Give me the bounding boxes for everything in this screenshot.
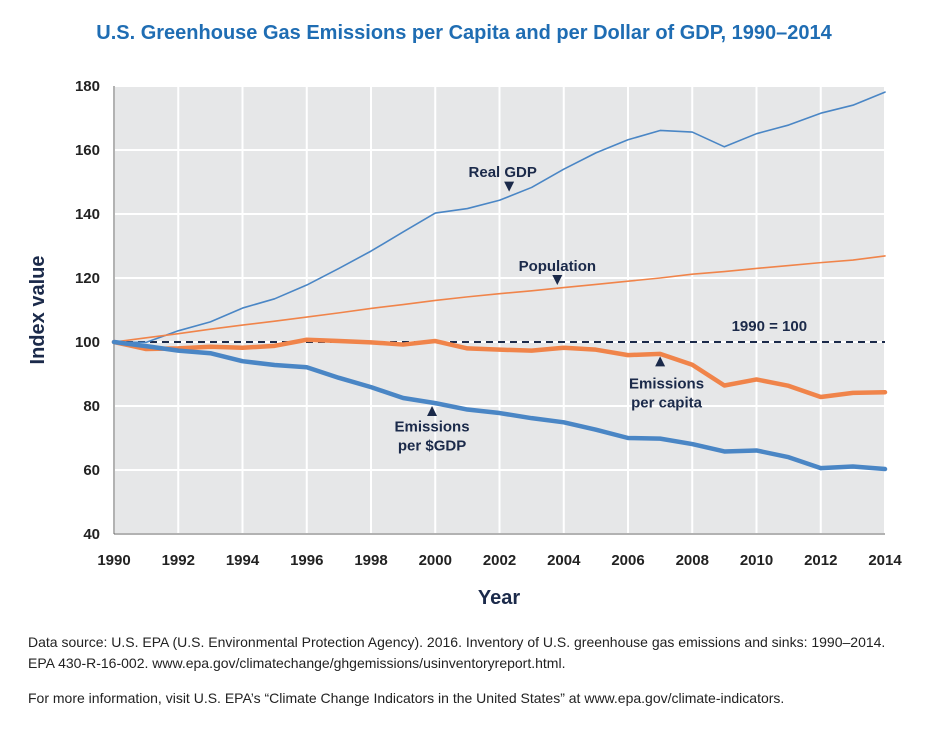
x-tick-label: 2006 xyxy=(611,552,644,569)
y-tick-label: 180 xyxy=(75,78,100,95)
line-chart: 40 60 80 100 120 140 160 180 1990 1992 1994 1996 199… xyxy=(27,78,902,609)
x-tick-label: 1996 xyxy=(290,552,323,569)
more-info-note: For more information, visit U.S. EPA’s “… xyxy=(28,690,785,706)
x-tick-label: 2008 xyxy=(676,552,709,569)
x-tick-label: 2014 xyxy=(868,552,902,569)
annotation-arrow-icon xyxy=(504,181,515,192)
y-tick-label: 120 xyxy=(75,270,100,287)
annotation-arrow-icon xyxy=(427,406,438,416)
x-tick-label: 2004 xyxy=(547,552,581,569)
chart-title: U.S. Greenhouse Gas Emissions per Capita… xyxy=(96,22,832,44)
series-line-population xyxy=(113,255,886,343)
y-tick-label: 80 xyxy=(83,398,100,415)
annotation-arrow-icon xyxy=(655,356,666,367)
x-tick-label: 2012 xyxy=(804,552,837,569)
annotations: Real GDP Population Emissions per capita Emi… xyxy=(395,164,808,454)
series-lines xyxy=(111,91,888,472)
annotation-label: Real GDP xyxy=(469,164,537,181)
x-axis-title: Year xyxy=(478,587,520,609)
annotation-label: Population xyxy=(519,258,597,275)
y-tick-label: 100 xyxy=(75,334,100,351)
annotation-label: Emissions xyxy=(629,375,704,392)
x-tick-label: 2002 xyxy=(483,552,516,569)
x-tick-label: 2000 xyxy=(419,552,452,569)
x-tick-label: 1992 xyxy=(162,552,195,569)
annotation-arrow-icon xyxy=(552,275,563,286)
annotation-label: per $GDP xyxy=(398,438,466,455)
y-tick-label: 160 xyxy=(75,142,100,159)
series-line-emissions-per-capita xyxy=(111,337,888,400)
series-line-emissions-per-gdp xyxy=(111,339,888,472)
y-tick-label: 140 xyxy=(75,206,100,223)
x-tick-label: 1990 xyxy=(97,552,130,569)
x-tick-label: 1998 xyxy=(354,552,387,569)
annotation-label: per capita xyxy=(631,394,703,411)
annotation-label: 1990 = 100 xyxy=(732,318,808,335)
annotation-label: Emissions xyxy=(395,419,470,436)
y-tick-label: 60 xyxy=(83,462,100,479)
data-source-note: Data source: U.S. EPA (U.S. Environmenta… xyxy=(28,634,886,671)
tick-labels: 40 60 80 100 120 140 160 180 1990 1992 1994 1996 199… xyxy=(75,78,902,569)
x-tick-label: 1994 xyxy=(226,552,260,569)
x-tick-label: 2010 xyxy=(740,552,773,569)
series-line-real-gdp xyxy=(113,91,886,344)
axes xyxy=(113,86,885,535)
y-tick-label: 40 xyxy=(83,526,100,543)
y-axis-title: Index value xyxy=(27,256,49,365)
